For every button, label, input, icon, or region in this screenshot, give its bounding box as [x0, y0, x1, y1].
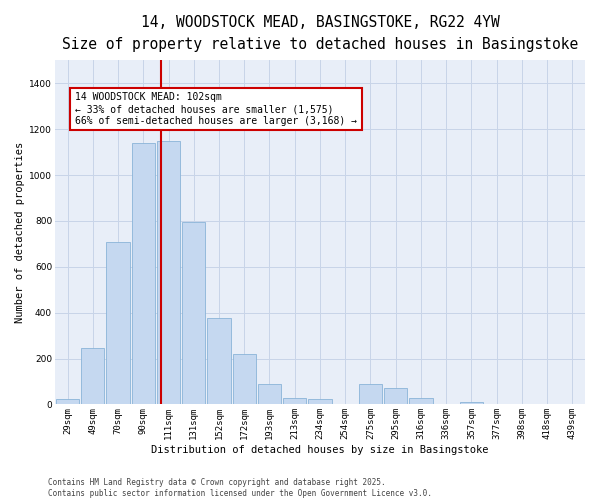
- Bar: [233, 354, 256, 405]
- Bar: [182, 222, 205, 404]
- Bar: [258, 384, 281, 404]
- Bar: [359, 384, 382, 404]
- Bar: [106, 242, 130, 404]
- Bar: [308, 398, 332, 404]
- Bar: [208, 318, 230, 404]
- Text: 14 WOODSTOCK MEAD: 102sqm
← 33% of detached houses are smaller (1,575)
66% of se: 14 WOODSTOCK MEAD: 102sqm ← 33% of detac…: [75, 92, 357, 126]
- Bar: [409, 398, 433, 404]
- Bar: [283, 398, 307, 404]
- Y-axis label: Number of detached properties: Number of detached properties: [15, 142, 25, 323]
- Title: 14, WOODSTOCK MEAD, BASINGSTOKE, RG22 4YW
Size of property relative to detached : 14, WOODSTOCK MEAD, BASINGSTOKE, RG22 4Y…: [62, 15, 578, 52]
- Bar: [460, 402, 483, 404]
- Bar: [157, 140, 180, 404]
- Bar: [384, 388, 407, 404]
- Bar: [131, 143, 155, 405]
- Bar: [56, 398, 79, 404]
- X-axis label: Distribution of detached houses by size in Basingstoke: Distribution of detached houses by size …: [151, 445, 489, 455]
- Text: Contains HM Land Registry data © Crown copyright and database right 2025.
Contai: Contains HM Land Registry data © Crown c…: [48, 478, 432, 498]
- Bar: [81, 348, 104, 405]
